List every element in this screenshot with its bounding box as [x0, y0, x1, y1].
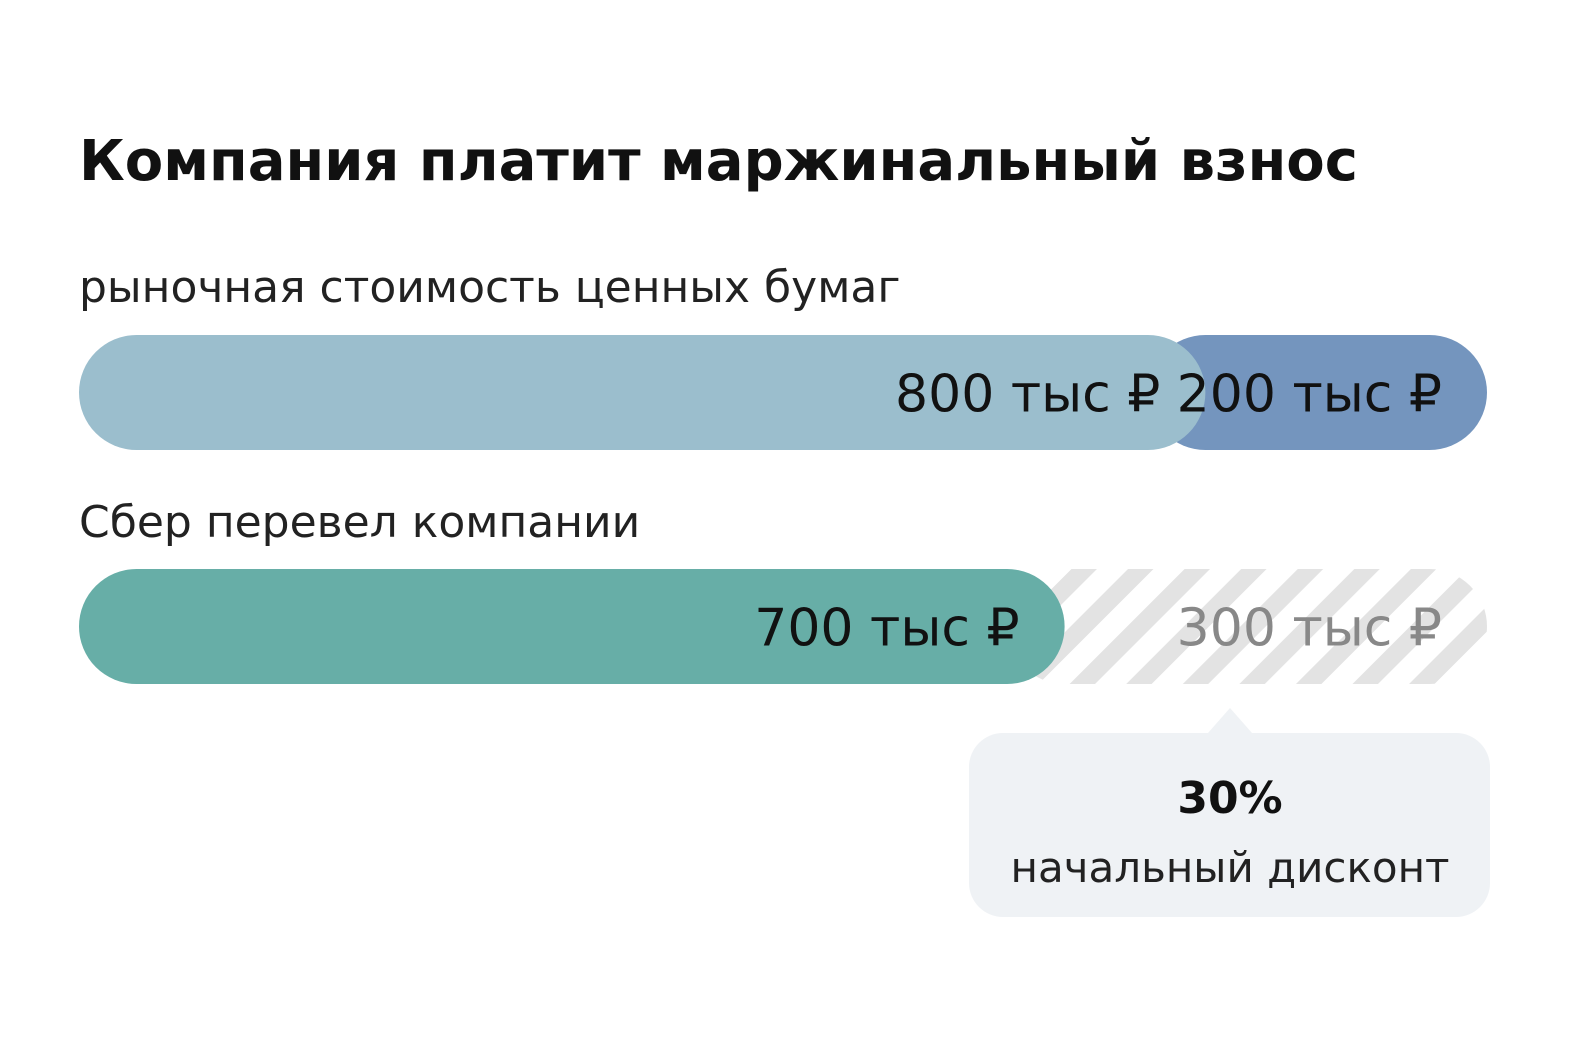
bar-segment [1007, 569, 1487, 684]
callout-pointer [1208, 708, 1252, 733]
value-label: 300 тыс ₽ [1177, 599, 1442, 659]
row-label: Сбер перевел компании [79, 497, 640, 548]
bar-segment [79, 569, 1065, 684]
annotation-value: 30% [1177, 773, 1282, 824]
callout-box [969, 733, 1490, 917]
bar-segment [79, 335, 1206, 450]
row-label: рыночная стоимость ценных бумаг [79, 262, 901, 313]
value-label: 200 тыс ₽ [1177, 365, 1442, 425]
value-label: 700 тыс ₽ [754, 599, 1019, 659]
chart-title: Компания платит маржинальный взнос [79, 129, 1358, 194]
bar-segment [1147, 335, 1487, 450]
annotation-text: начальный дисконт [1010, 843, 1449, 892]
value-label: 800 тыс ₽ [895, 365, 1160, 425]
